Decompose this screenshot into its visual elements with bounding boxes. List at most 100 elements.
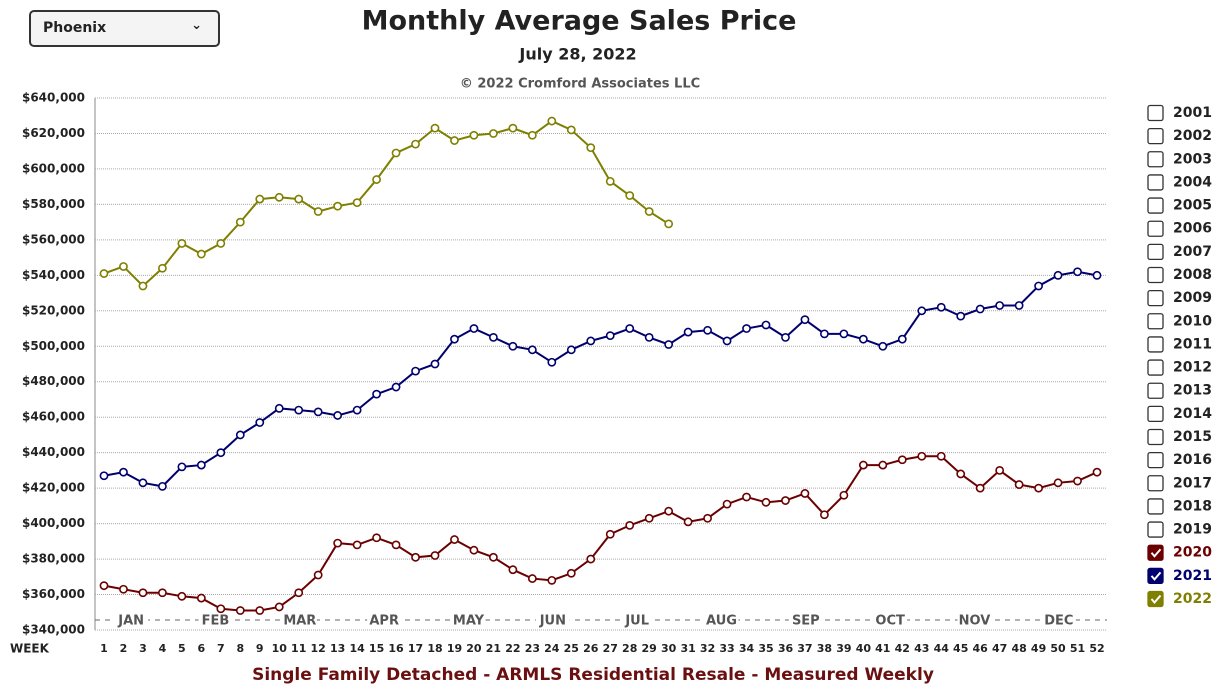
legend-item[interactable]: 2018	[1147, 498, 1212, 515]
data-point	[1073, 476, 1082, 486]
y-tick-label: $560,000	[22, 232, 85, 246]
legend-item[interactable]: 2022	[1147, 590, 1212, 608]
data-point	[352, 405, 362, 415]
month-label: FEB	[202, 614, 230, 629]
legend-item[interactable]: 2017	[1147, 475, 1212, 492]
data-point	[450, 535, 459, 544]
data-point	[391, 148, 401, 158]
data-point	[196, 593, 206, 603]
legend-item[interactable]: 2011	[1147, 336, 1212, 353]
legend-item[interactable]: 2004	[1147, 174, 1212, 191]
data-point	[119, 584, 128, 594]
legend-checkbox	[1147, 174, 1164, 191]
data-point	[235, 217, 245, 227]
data-point	[352, 540, 362, 550]
legend-checkbox	[1147, 544, 1164, 561]
x-tick-label: 28	[622, 642, 637, 655]
month-bg	[367, 612, 402, 628]
legend-item[interactable]: 2006	[1147, 220, 1212, 237]
legend-item[interactable]: 2021	[1147, 567, 1212, 585]
data-point	[897, 455, 907, 465]
data-point	[313, 207, 323, 216]
data-point	[138, 281, 148, 291]
legend-checkbox	[1147, 359, 1164, 376]
legend-item[interactable]: 2002	[1147, 127, 1212, 145]
data-point	[411, 139, 420, 149]
x-tick-label: 16	[388, 642, 404, 655]
x-tick-label: 15	[369, 642, 384, 655]
data-point	[1092, 270, 1102, 280]
legend-label: 2013	[1173, 383, 1212, 399]
legend-item[interactable]: 2013	[1147, 382, 1212, 399]
legend-label: 2001	[1173, 105, 1212, 121]
x-tick-label: 20	[466, 642, 482, 655]
legend-item[interactable]: 2009	[1147, 289, 1212, 307]
data-point	[372, 175, 381, 184]
data-point	[313, 407, 323, 417]
legend-item[interactable]: 2020	[1147, 544, 1212, 561]
x-tick-label: 3	[139, 642, 147, 655]
legend-label: 2007	[1173, 244, 1212, 260]
y-tick-label: $640,000	[22, 91, 85, 105]
y-tick-label: $360,000	[22, 587, 85, 601]
data-point	[255, 606, 265, 615]
legend-item[interactable]: 2016	[1147, 451, 1212, 469]
data-point	[664, 340, 674, 349]
legend-item[interactable]: 2001	[1147, 104, 1212, 122]
legend-checkbox	[1147, 590, 1164, 608]
data-point	[839, 490, 849, 500]
legend-checkbox	[1147, 405, 1164, 423]
y-tick-label: $600,000	[22, 161, 85, 175]
legend-item[interactable]: 2012	[1147, 359, 1212, 376]
legend-label: 2020	[1173, 545, 1212, 561]
x-tick-label: 45	[953, 642, 968, 655]
legend-item[interactable]: 2014	[1147, 405, 1212, 423]
data-point	[547, 357, 557, 367]
data-point	[703, 325, 712, 335]
legend-item[interactable]: 2019	[1147, 521, 1212, 538]
legend-checkbox	[1147, 127, 1164, 145]
data-point	[566, 125, 576, 135]
data-point	[138, 478, 148, 488]
y-tick-label: $380,000	[22, 552, 85, 566]
month-bg	[1041, 612, 1076, 628]
legend-item[interactable]: 2015	[1147, 428, 1212, 446]
city-dropdown[interactable]: Phoenix ⌄	[29, 10, 220, 47]
data-point	[489, 332, 498, 342]
x-tick-label: 8	[236, 642, 244, 655]
data-point	[800, 489, 810, 498]
legend-item[interactable]: 2008	[1147, 266, 1212, 284]
data-point	[119, 467, 128, 477]
legend-item[interactable]: 2003	[1147, 151, 1212, 168]
data-point	[917, 451, 927, 461]
month-bg	[535, 612, 570, 628]
legend-item[interactable]: 2007	[1147, 243, 1212, 261]
y-tick-label: $500,000	[22, 339, 85, 353]
x-tick-label: 24	[544, 642, 560, 655]
data-point	[975, 304, 985, 314]
month-label: APR	[369, 614, 399, 629]
legend-label: 2016	[1173, 452, 1212, 468]
y-tick-label: $420,000	[22, 481, 85, 495]
legend-label: 2012	[1173, 360, 1212, 376]
data-point	[333, 201, 343, 211]
legend-item[interactable]: 2010	[1147, 313, 1212, 330]
data-point	[683, 517, 693, 527]
data-point	[547, 575, 557, 585]
data-point	[897, 334, 907, 344]
x-tick-label: 12	[311, 642, 326, 655]
legend-checkbox	[1147, 428, 1164, 446]
data-point	[605, 529, 615, 539]
legend-item[interactable]: 2005	[1147, 197, 1212, 214]
data-point	[625, 520, 635, 530]
data-point	[781, 332, 790, 342]
data-point	[333, 538, 343, 548]
data-point	[1014, 301, 1024, 310]
x-tick-label: 27	[603, 642, 618, 655]
data-point	[839, 329, 849, 339]
x-tick-label: 30	[661, 642, 677, 655]
data-point	[508, 123, 518, 133]
x-tick-label: 2	[120, 642, 128, 655]
legend-checkbox	[1147, 451, 1164, 469]
